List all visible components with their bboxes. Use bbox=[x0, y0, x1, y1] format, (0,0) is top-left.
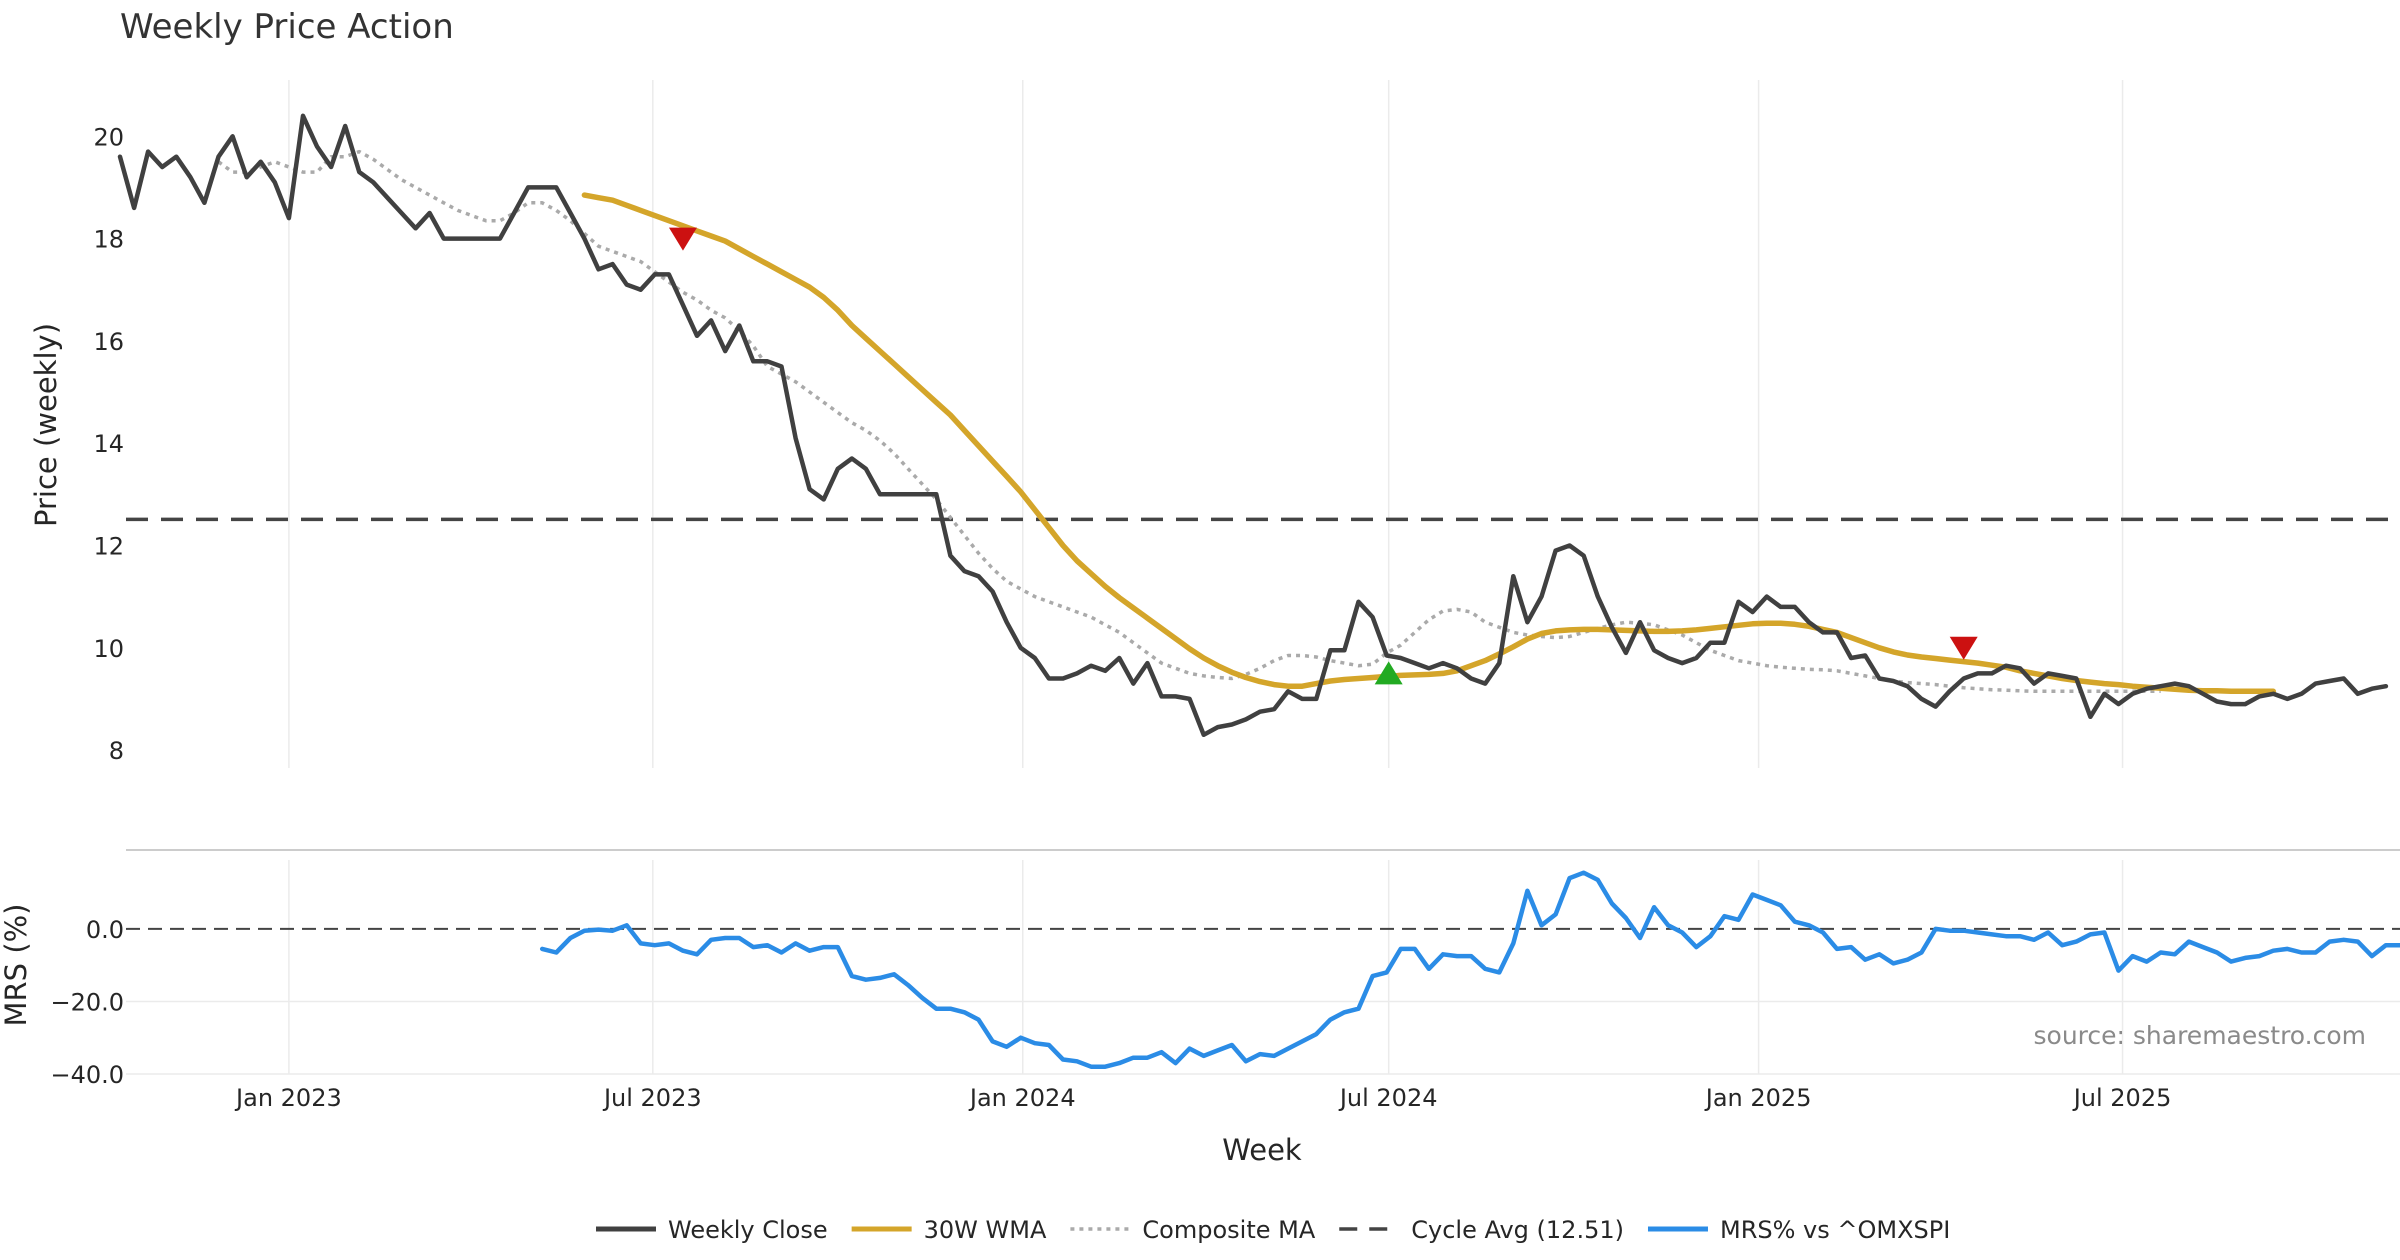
series-layer bbox=[117, 113, 2400, 1069]
mrs-tick-label: −40.0 bbox=[50, 1061, 124, 1089]
mrs-axis-label: MRS (%) bbox=[0, 904, 33, 1027]
legend-label: Weekly Close bbox=[668, 1216, 828, 1244]
x-tick-label: Jan 2024 bbox=[968, 1084, 1076, 1112]
buy-signal-marker bbox=[1374, 661, 1403, 685]
series-line-mrs-vs-omxspi bbox=[539, 870, 2400, 1069]
legend: Weekly Close 30W WMA Composite MA Cycle Avg… bbox=[596, 1216, 1950, 1244]
signal-markers bbox=[668, 227, 1978, 685]
series-line-30w-wma bbox=[581, 192, 2277, 695]
price-tick-label: 8 bbox=[109, 737, 124, 765]
mrs-tick-label: −20.0 bbox=[50, 988, 124, 1016]
legend-item-weekly-close: Weekly Close bbox=[596, 1216, 828, 1244]
series-line-composite-ma bbox=[217, 149, 2161, 694]
sell-signal-marker bbox=[668, 227, 697, 251]
chart-title: Weekly Price Action bbox=[120, 7, 454, 47]
legend-item-mrs-vs-omxspi: MRS% vs ^OMXSPI bbox=[1647, 1216, 1950, 1244]
x-tick-label: Jul 2025 bbox=[2072, 1084, 2172, 1112]
x-axis-label: Week bbox=[1222, 1133, 1302, 1167]
x-tick-label: Jul 2024 bbox=[1338, 1084, 1438, 1112]
price-tick-label: 12 bbox=[93, 532, 124, 560]
legend-label: 30W WMA bbox=[924, 1216, 1047, 1244]
legend-label: Composite MA bbox=[1142, 1216, 1315, 1244]
x-tick-label: Jan 2025 bbox=[1704, 1084, 1812, 1112]
series-line-weekly-close bbox=[117, 113, 2389, 738]
legend-label: MRS% vs ^OMXSPI bbox=[1720, 1216, 1950, 1244]
sell-signal-marker bbox=[1949, 636, 1978, 660]
legend-item-cycle-avg-12-51: Cycle Avg (12.51) bbox=[1339, 1216, 1624, 1244]
legend-item-composite-ma: Composite MA bbox=[1070, 1216, 1316, 1244]
grid-layer bbox=[126, 80, 2400, 1075]
x-tick-label: Jan 2023 bbox=[234, 1084, 342, 1112]
mrs-tick-label: 0.0 bbox=[86, 916, 124, 944]
tick-labels: Jan 2023 Jul 2023 Jan 2024 Jul 2024 Jan 2025… bbox=[50, 123, 2171, 1112]
price-axis-label: Price (weekly) bbox=[29, 323, 63, 527]
legend-item-30w-wma: 30W WMA bbox=[851, 1216, 1047, 1244]
price-tick-label: 18 bbox=[93, 226, 124, 254]
source-note: source: sharemaestro.com bbox=[2034, 1021, 2367, 1050]
price-tick-label: 14 bbox=[93, 430, 124, 458]
legend-label: Cycle Avg (12.51) bbox=[1411, 1216, 1624, 1244]
price-tick-label: 20 bbox=[93, 123, 124, 151]
reference-lines bbox=[126, 517, 2400, 930]
price-tick-label: 10 bbox=[93, 635, 124, 663]
x-tick-label: Jul 2023 bbox=[602, 1084, 702, 1112]
price-tick-label: 16 bbox=[93, 328, 124, 356]
